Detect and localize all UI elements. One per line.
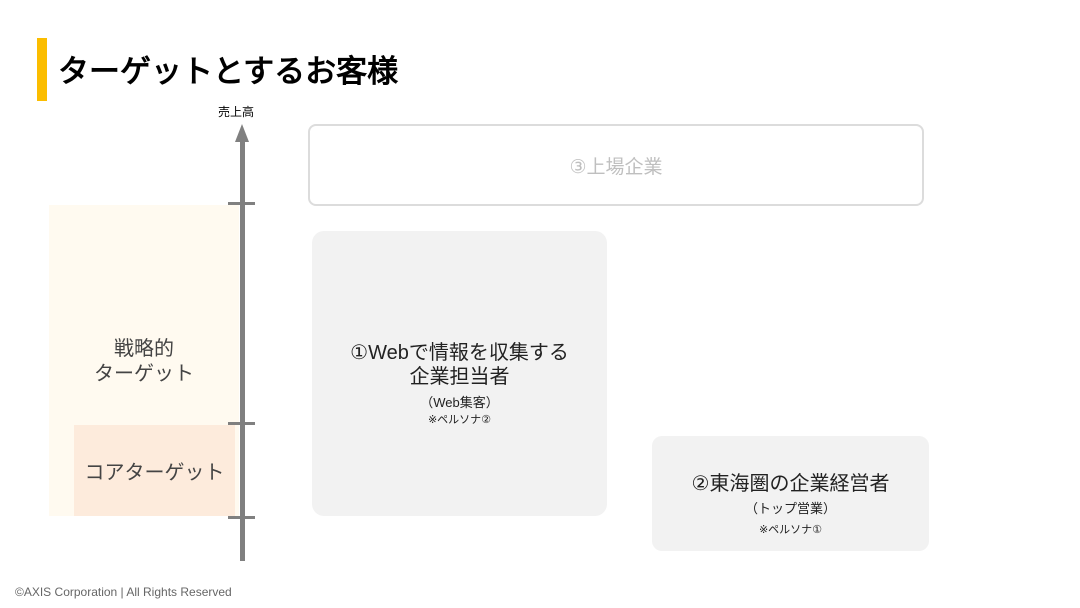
web-persona-sub: （Web集客） xyxy=(420,395,499,410)
sales-axis xyxy=(240,140,245,561)
listed-companies-box: ③上場企業 xyxy=(308,124,924,206)
listed-companies-label: ③上場企業 xyxy=(569,156,663,178)
core-target-area: コアターゲット xyxy=(74,425,235,516)
axis-tick xyxy=(228,422,255,425)
tokai-persona-box: ②東海圏の企業経営者 （トップ営業） ※ペルソナ① xyxy=(652,436,929,551)
axis-label: 売上高 xyxy=(218,105,255,119)
tokai-persona-title: ②東海圏の企業経営者 xyxy=(691,473,890,495)
title-accent-bar xyxy=(37,38,47,101)
strategic-label-line2: ターゲット xyxy=(94,363,194,385)
axis-tick xyxy=(228,202,255,205)
tokai-persona-note: ※ペルソナ① xyxy=(758,524,823,536)
tokai-persona-sub: （トップ営業） xyxy=(744,501,836,516)
web-persona-title-line2: 企業担当者 xyxy=(409,366,510,388)
web-persona-note: ※ペルソナ② xyxy=(427,414,492,426)
web-persona-box: ①Webで情報を収集する 企業担当者 （Web集客） ※ペルソナ② xyxy=(312,231,607,516)
axis-arrow-icon xyxy=(235,124,249,142)
axis-tick xyxy=(228,516,255,519)
strategic-target-label: 戦略的 ターゲット xyxy=(49,337,239,387)
strategic-label-line1: 戦略的 xyxy=(114,338,174,360)
core-target-label: コアターゲット xyxy=(84,462,225,484)
web-persona-title-line1: ①Webで情報を収集する xyxy=(350,342,569,364)
page-title: ターゲットとするお客様 xyxy=(58,54,399,89)
copyright-footer: ©AXIS Corporation | All Rights Reserved xyxy=(15,585,232,599)
